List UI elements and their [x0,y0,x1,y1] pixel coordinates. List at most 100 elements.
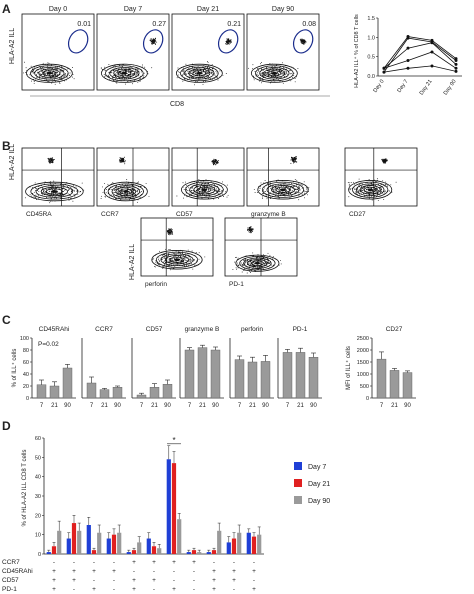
flow-plot-day-90-dot [271,71,273,73]
flow-plot-day-90-contour [267,70,282,77]
flow-plot-pd-1-dot [264,262,266,264]
d-row-sign: + [212,568,216,575]
flow-plot-day-21-dot [211,71,213,73]
flow-plot-cd45ra-cluster [47,157,55,164]
flow-plot-cd45ra-dot [70,191,72,193]
flow-plot-ccr7-dot [113,189,115,191]
flow-plot-ccr7-dot [131,192,133,194]
c-bar [149,387,160,399]
d-row-sign: - [253,559,255,566]
flow-plot-day-7-dot [122,76,124,78]
flow-plot-cd57-core [201,188,208,192]
flow-plot-granzyme-b-dot [262,193,263,195]
flow-plot-ccr7-dot [111,194,113,196]
flow-plot-day-21-cluster-dot [230,41,232,43]
flow-plot-cd57-contour [189,183,220,197]
flow-plot-day-7-cluster-dot [156,41,158,43]
d-row-sign: - [73,559,75,566]
flow-plot-granzyme-b-contour [257,180,309,200]
flow-plot-granzyme-b-dot [270,187,272,189]
d-bar-day-90 [97,532,102,554]
flow-plot-day-90-dot [269,62,271,64]
d-row-sign: + [72,577,76,584]
c-y-tick-label: 40 [23,372,29,378]
flow-plot-granzyme-b-dot [276,192,277,194]
cd27-bar [402,372,413,399]
c-bar [184,349,195,399]
flow-plot-cd27-cluster-dot [381,158,383,160]
flow-plot-granzyme-b-dot [286,190,288,192]
flow-plot-pd-1-dot [267,260,269,262]
flow-plot-ccr7-dot [138,181,140,183]
flow-plot-cd57-cluster-dot [213,162,215,164]
flow-plot-perforin-dot [193,259,195,261]
d-bar-day-90 [137,542,142,554]
flow-plot-pd-1-contour [243,257,272,269]
d-y-tick-label: 30 [35,494,41,500]
flow-plot-perforin-dot [158,264,159,265]
flow-plot-ccr7-dot [109,195,111,197]
flow-plot-perforin-dot [193,258,195,260]
flow-plot-cd27-dot [350,188,352,190]
flow-plot-day-90-dot [260,73,262,75]
panel-c-bar-charts: 0 20 40 60 80 100 % of ILL⁺ cells CD45RAhi 7 21 90… [11,326,322,409]
d-bar-day-7 [86,525,91,554]
flow-plot-day-90-dot [288,70,290,72]
flow-plot-day-21-dot [198,79,200,81]
flow-plot-day-0-dot [63,69,65,71]
flow-plot-day-21-dot [197,69,199,71]
flow-plot-cd57-frame [171,147,245,207]
flow-plot-granzyme-b-dot [301,187,303,189]
flow-plot-day-90-dot [285,70,287,72]
c-group-title: perforin [241,326,263,333]
flow-plot-day-21-dot [199,74,200,76]
flow-plot-day-0-dot [54,83,56,85]
flow-plot-cd27-dot [366,188,368,190]
flow-plot-granzyme-b-dot [299,184,301,185]
flow-plot-day-7-dot [103,74,105,75]
flow-plot-day-7-dot [134,70,136,72]
flow-plot-pd-1-dot [235,267,237,269]
flow-plot-cd57-dot [223,196,224,197]
flow-plot-pd-1-cluster-dot [248,227,250,229]
flow-plot-ccr7-dot [126,179,128,180]
flow-plot-cd57-dot [202,194,204,196]
line-y-tick-label: 1.5 [367,16,375,22]
flow-plot-cd45ra-cluster-dot [48,157,50,159]
d-bar-day-21 [151,546,157,554]
line-point [406,59,410,63]
flow-plot-granzyme-b-cluster-dot [293,158,295,160]
flow-plot-day-0-dot [53,73,55,75]
gate-ellipse [142,29,164,54]
flow-plot-ccr7-dot [104,195,106,197]
flow-plot-day-0-dot [53,71,54,73]
flow-plot-day-90-cluster-dot [302,39,304,41]
flow-plot-cd45ra-dot [75,186,77,188]
d-bar-day-90 [257,534,262,554]
flow-plot-day-7-dot [136,71,138,73]
flow-plot-marker-label: CD27 [349,211,366,218]
flow-plot-cd27-dot [368,196,370,197]
flow-plot-pd-1-cluster-dot [252,230,254,232]
flow-plot-day-7-cluster-dot [150,40,152,42]
gate-ellipse [67,29,89,54]
flow-plot-day-7-dot [128,77,130,79]
flow-plot-cd57-dot [210,184,212,186]
flow-plot-pd-1-dot [272,256,274,258]
flow-plot-cd45ra-dot [76,190,78,192]
flow-plot-cd57-dot [203,187,205,189]
flow-plot-day-7-dot [114,65,116,67]
flow-plot-day-21-dot [179,71,181,73]
flow-plot-day-7-dot [108,64,110,65]
flow-plot-cd57-dot [195,185,197,187]
flow-plot-ccr7-dot [131,184,133,186]
flow-plot-pd-1-dot [244,263,246,265]
flow-plot-day-0-dot [60,71,62,72]
flow-plot-cd57-cluster-dot [213,163,215,165]
flow-plot-perforin-cluster-dot [168,230,170,231]
d-row-sign: + [72,568,76,575]
d-row-label: CD57 [2,577,19,584]
flow-plot-cd45ra-dot [57,194,58,196]
flow-plot-ccr7-dot [140,186,142,188]
c-bar [49,385,60,399]
